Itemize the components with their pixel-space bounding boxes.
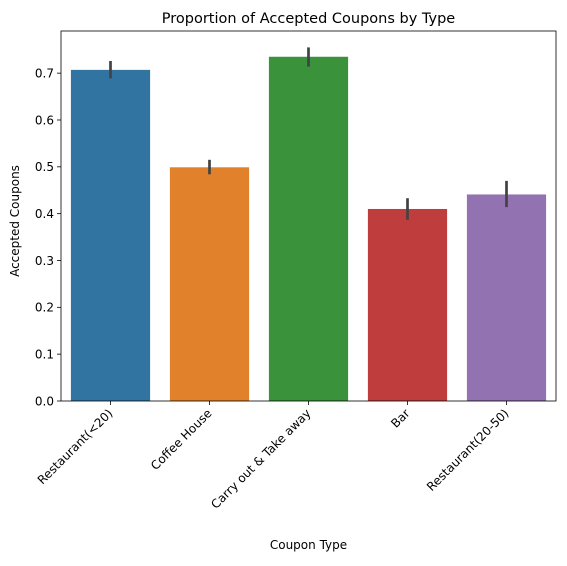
y-tick-label: 0.3	[35, 254, 54, 268]
bar	[367, 208, 448, 401]
error-bars-layer	[109, 47, 508, 220]
y-tick-label: 0.5	[35, 160, 54, 174]
bar	[268, 56, 349, 402]
bars-layer	[70, 56, 547, 402]
y-axis-label: Accepted Coupons	[8, 165, 22, 277]
y-tick-label: 0.1	[35, 347, 54, 361]
chart-title: Proportion of Accepted Coupons by Type	[162, 11, 456, 27]
y-tick-label: 0.7	[35, 66, 54, 80]
y-tick-label: 0.2	[35, 301, 54, 315]
y-ticks-layer: 0.0 0.1 0.2 0.3 0.4 0.5 0.6 0.7	[35, 66, 61, 408]
bar	[70, 69, 151, 402]
x-axis-label: Coupon Type	[270, 538, 347, 552]
y-tick-label: 0.6	[35, 113, 54, 127]
bar	[466, 194, 547, 401]
y-tick-label: 0.4	[35, 207, 54, 221]
bar	[169, 167, 250, 401]
y-tick-label: 0.0	[35, 394, 54, 408]
